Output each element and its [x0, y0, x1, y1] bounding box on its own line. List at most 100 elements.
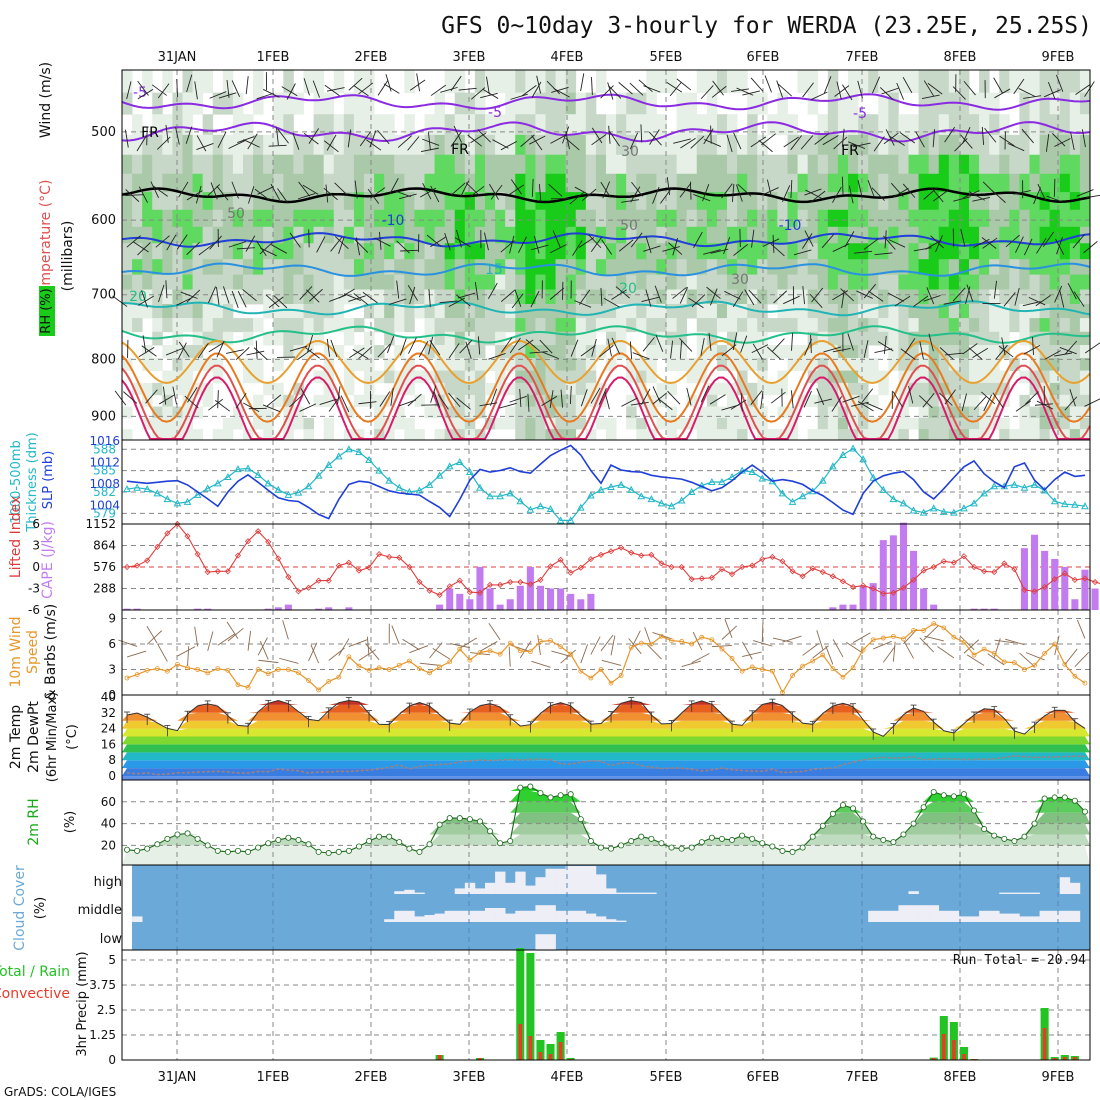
wind-barb — [162, 386, 167, 405]
rh-shade-cell — [142, 382, 153, 396]
rh-shade-cell — [827, 318, 839, 333]
wind-barb — [270, 183, 280, 201]
rh-shade-cell — [333, 289, 345, 305]
rh-shade-cell — [1019, 289, 1030, 305]
rh-shade-cell — [716, 209, 728, 228]
rh-shade-cell — [858, 417, 869, 430]
rh-shade-cell — [948, 289, 960, 305]
rh-shade-cell — [868, 226, 879, 244]
rh-shade-cell — [948, 259, 960, 275]
rh-shade-cell — [293, 243, 304, 260]
rh-shade-cell — [384, 192, 395, 211]
rh-shade-cell — [848, 259, 859, 275]
wind-barb — [259, 640, 269, 660]
wind-barb — [237, 290, 247, 308]
date-label-bottom: 5FEB — [650, 1070, 683, 1085]
wind-barb — [915, 131, 925, 148]
rh-shade-cell — [686, 243, 698, 260]
rh-shade-cell — [222, 259, 234, 275]
rh-shade-cell — [807, 394, 819, 407]
wind-barb — [841, 128, 845, 147]
wind-barb — [456, 294, 471, 307]
lifted-index-point — [325, 577, 332, 584]
rh-point — [1041, 795, 1048, 802]
wind-barb — [740, 335, 748, 353]
rh-shade-cell — [979, 345, 990, 359]
rh-shade-cell — [424, 209, 435, 228]
cape-bar — [1071, 599, 1079, 610]
wind-barb — [621, 199, 640, 203]
rh-shade-cell — [454, 429, 466, 441]
wind-barb — [228, 140, 246, 149]
rh-shade-cell — [202, 357, 214, 371]
wind-speed-point — [911, 628, 916, 633]
cloud-cell — [979, 910, 990, 922]
rh-shade-cell — [474, 345, 486, 359]
rh-shade-cell — [989, 382, 1000, 396]
rh-shade-cell — [1069, 318, 1081, 333]
rh-shade-cell — [243, 192, 254, 211]
wind-axis-label: & Barbs (m/s) — [43, 604, 59, 701]
lifted-index-point — [860, 582, 867, 589]
wind-barb — [1074, 651, 1090, 668]
wind-barb — [667, 390, 681, 405]
rh-shade-cell — [969, 394, 980, 407]
rh-shade-cell — [636, 173, 647, 193]
rh-shade-cell — [626, 289, 637, 305]
wind-barb — [509, 395, 527, 403]
rh-shade-cell — [595, 226, 607, 244]
rh-shade-cell — [182, 289, 193, 305]
rh-shade-cell — [515, 345, 526, 359]
wind-barb — [703, 128, 714, 145]
rh-shade-cell — [656, 289, 667, 305]
rh-shade-cell — [958, 394, 970, 407]
rh-point — [799, 844, 806, 851]
rh-shade-cell — [464, 345, 476, 359]
wind-barb — [308, 128, 320, 144]
rh-shade-cell — [222, 192, 234, 211]
rh-shade-cell — [888, 192, 899, 211]
lifted-index-point — [486, 581, 494, 588]
rh-shade-cell — [787, 114, 798, 136]
rh-shade-cell — [1069, 357, 1081, 371]
tick-label: 900 — [91, 409, 116, 424]
wind-speed-point — [306, 678, 311, 683]
rh-shade-cell — [898, 209, 909, 228]
rh-shade-cell — [565, 357, 577, 371]
rh-shade-cell — [727, 114, 738, 136]
cloud-cell — [132, 916, 143, 922]
temp-axis-label: 2m Temp — [8, 705, 24, 769]
rh-shade-cell — [152, 209, 163, 228]
lifted-index-point — [910, 576, 917, 583]
wind-barb — [207, 286, 217, 304]
rh-shade-cell — [938, 394, 950, 407]
wind-speed-point — [245, 684, 251, 690]
rh-shade-cell — [1009, 70, 1020, 94]
rh-shade-cell — [979, 243, 990, 260]
wind-barb — [973, 396, 987, 411]
rh-shade-cell — [1039, 406, 1051, 419]
tick-label: 585 — [93, 464, 116, 478]
rh-shade-cell — [1049, 243, 1061, 260]
wind-barb — [1046, 195, 1064, 203]
rh-shade-cell — [283, 70, 294, 94]
rh-shade-cell — [485, 134, 496, 156]
rh-shade-cell — [616, 154, 627, 175]
date-label-top: 9FEB — [1042, 50, 1075, 65]
rh-shade-cell — [232, 209, 244, 228]
rh-shade-cell — [474, 406, 486, 419]
thickness-point — [546, 505, 555, 513]
rh-shade-cell — [777, 226, 788, 244]
rh-shade-cell — [172, 417, 183, 430]
rh-point — [839, 802, 846, 809]
wind-barb — [277, 188, 289, 204]
wind-barb — [490, 184, 503, 200]
wind-barb — [531, 178, 534, 197]
cloud-panel — [132, 865, 1090, 951]
wind-barb — [456, 229, 462, 248]
rh-shade-cell — [767, 114, 778, 136]
rh-shade-cell — [545, 114, 556, 136]
rh-shade-cell — [777, 114, 788, 136]
rh-shade-cell — [646, 259, 657, 275]
wind-barb — [740, 393, 743, 412]
